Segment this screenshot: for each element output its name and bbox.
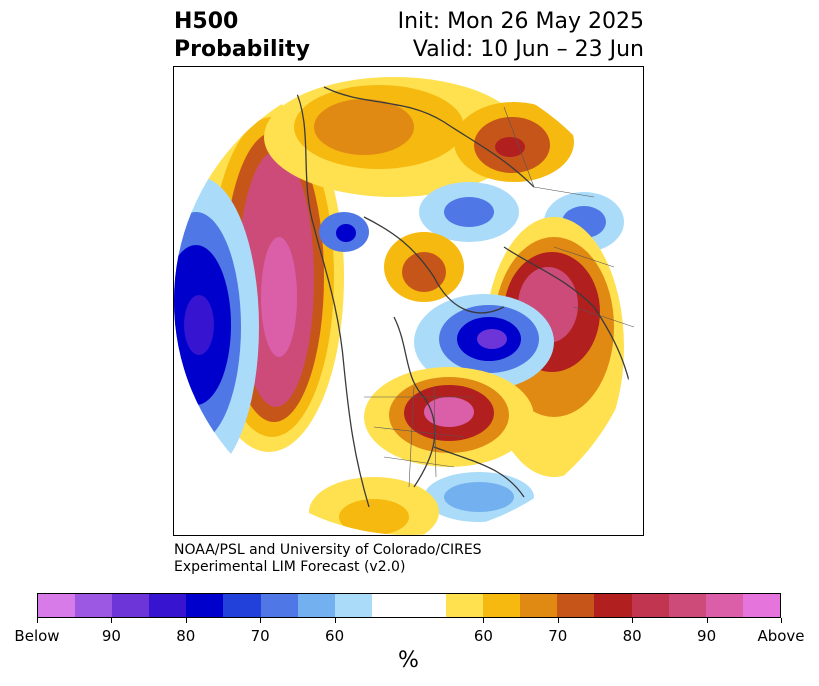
colorbar-tick-label: 70 [250,627,270,645]
colorbar-tick-label: 80 [622,627,642,645]
colorbar-tick-label: 60 [325,627,345,645]
colorbar-tick-label: Above [757,627,805,645]
east-america-above-anomaly [364,367,534,467]
colorbar-segment [705,594,743,617]
colorbar-segment [223,594,261,617]
south-below-anomaly [424,472,534,522]
colorbar-tick [111,618,113,623]
colorbar-tick-label: 90 [101,627,121,645]
colorbar-tick [260,618,262,623]
colorbar-tick [37,618,38,623]
title-right: Init: Mon 26 May 2025 Valid: 10 Jun – 23… [398,8,644,64]
political-borders [364,106,635,488]
map-graphic [174,67,642,535]
valid-period: Valid: 10 Jun – 23 Jun [412,37,644,62]
greenland-below-anomaly [414,294,554,390]
colorbar-tick [185,618,187,623]
colorbar-segment [149,594,187,617]
pacific-below-anomaly [174,177,259,477]
colorbar-segment [557,594,595,617]
colorbar-segment [260,594,298,617]
colorbar-tick [781,618,782,623]
colorbar-tick-label: 90 [697,627,717,645]
colorbar-segment [186,594,224,617]
colorbar-segment [520,594,558,617]
title-type: Probability [174,37,310,62]
colorbar-segment [483,594,521,617]
colorbar-tick-label: Below [14,627,60,645]
colorbar-tick-label: 80 [176,627,196,645]
colorbar-segment [742,594,780,617]
credit-line-2: Experimental LIM Forecast (v2.0) [174,559,406,575]
probability-map [173,66,644,536]
colorbar-tick [483,618,485,623]
credit: NOAA/PSL and University of Colorado/CIRE… [174,542,482,576]
colorbar-segment [75,594,113,617]
colorbar-tick [557,618,559,623]
central-above-anomaly [384,232,464,302]
title-left: H500 Probability [174,8,310,64]
title-variable: H500 [174,9,239,34]
arctic-below-anomaly [319,182,624,252]
colorbar [37,593,781,618]
arctic-above-anomaly [264,77,574,197]
colorbar-segment [631,594,669,617]
colorbar-tick [632,618,634,623]
colorbar-segment [297,594,335,617]
colorbar-segment [38,594,76,617]
colorbar-segment [371,594,409,617]
colorbar-segment [408,594,447,617]
colorbar-segment [594,594,632,617]
colorbar-segment [112,594,150,617]
colorbar-tick [334,618,336,623]
colorbar-units: % [398,648,419,673]
colorbar-tick [706,618,708,623]
colorbar-segment [334,594,372,617]
credit-line-1: NOAA/PSL and University of Colorado/CIRE… [174,542,482,558]
init-date: Init: Mon 26 May 2025 [397,9,644,34]
colorbar-segment [446,594,484,617]
colorbar-tick-label: 60 [473,627,493,645]
colorbar-tick-label: 70 [548,627,568,645]
colorbar-segment [668,594,706,617]
